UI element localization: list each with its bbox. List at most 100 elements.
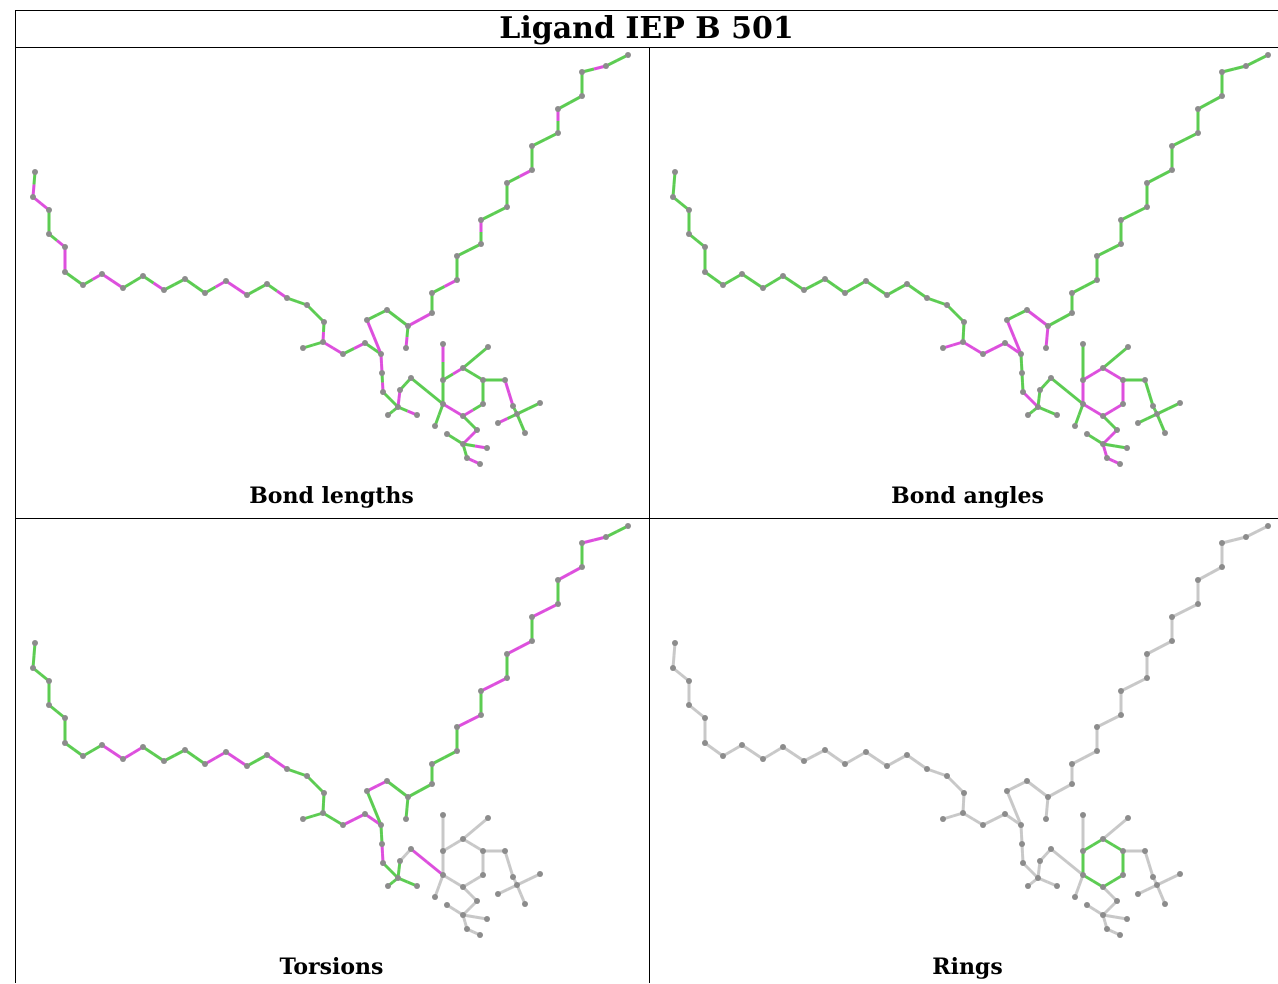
- bond: [427, 391, 443, 404]
- atom: [514, 411, 520, 417]
- atom: [579, 93, 585, 99]
- atom: [1142, 848, 1148, 854]
- atom: [1144, 180, 1150, 186]
- atom: [1265, 523, 1271, 529]
- atom: [1144, 675, 1150, 681]
- atom: [340, 351, 346, 357]
- atom: [1084, 902, 1090, 908]
- atom: [1177, 400, 1183, 406]
- atom: [1104, 455, 1110, 461]
- molecule-torsions: [15, 519, 648, 959]
- atom: [884, 292, 890, 298]
- atom: [739, 742, 745, 748]
- atom: [686, 207, 692, 213]
- atom: [460, 884, 466, 890]
- atom: [960, 339, 966, 345]
- atom: [1020, 860, 1026, 866]
- atom: [904, 281, 910, 287]
- atom: [760, 756, 766, 762]
- atom: [429, 761, 435, 767]
- atom: [1069, 761, 1075, 767]
- atom: [30, 665, 36, 671]
- atom: [460, 441, 466, 447]
- atom: [300, 345, 306, 351]
- column-divider: [649, 47, 650, 983]
- atom: [1135, 420, 1141, 426]
- atom: [822, 747, 828, 753]
- atom: [1100, 884, 1106, 890]
- atom: [1019, 841, 1025, 847]
- atom: [504, 651, 510, 657]
- atom: [780, 273, 786, 279]
- atom: [1120, 872, 1126, 878]
- atom: [1219, 93, 1225, 99]
- atom: [1048, 375, 1054, 381]
- atom: [1265, 52, 1271, 58]
- panel-bond-angles: Bond angles: [651, 48, 1278, 513]
- atom: [1169, 614, 1175, 620]
- atom: [1124, 445, 1130, 451]
- atom: [1219, 564, 1225, 570]
- atom: [1169, 638, 1175, 644]
- atom: [405, 323, 411, 329]
- atom: [670, 665, 676, 671]
- atom: [1118, 688, 1124, 694]
- atom: [440, 341, 446, 347]
- atom: [514, 882, 520, 888]
- molecule-rings: [651, 519, 1278, 959]
- atom: [223, 278, 229, 284]
- atom: [1094, 253, 1100, 259]
- atom: [1150, 403, 1156, 409]
- atom: [529, 638, 535, 644]
- atom: [474, 898, 480, 904]
- atom: [484, 916, 490, 922]
- atom: [480, 848, 486, 854]
- atom: [1004, 788, 1010, 794]
- atom: [460, 365, 466, 371]
- atom: [702, 715, 708, 721]
- atom: [1080, 401, 1086, 407]
- atom: [444, 431, 450, 437]
- atom: [429, 310, 435, 316]
- atom: [537, 871, 543, 877]
- atom: [429, 290, 435, 296]
- atom: [944, 302, 950, 308]
- atom: [414, 883, 420, 889]
- atom: [1195, 106, 1201, 112]
- atom: [364, 317, 370, 323]
- atom: [1114, 427, 1120, 433]
- caption-bond-lengths: Bond lengths: [15, 481, 648, 511]
- atom: [1094, 724, 1100, 730]
- atom: [62, 715, 68, 721]
- atom: [1125, 815, 1131, 821]
- atom: [1219, 69, 1225, 75]
- atom: [1069, 290, 1075, 296]
- atom: [182, 747, 188, 753]
- atom: [672, 640, 678, 646]
- atom: [1118, 241, 1124, 247]
- atom: [120, 756, 126, 762]
- atom: [686, 231, 692, 237]
- atom: [403, 345, 409, 351]
- atom: [1142, 377, 1148, 383]
- atom: [884, 763, 890, 769]
- atom: [379, 841, 385, 847]
- atom: [46, 231, 52, 237]
- atom: [495, 891, 501, 897]
- atom: [454, 253, 460, 259]
- atom: [801, 287, 807, 293]
- atom: [385, 412, 391, 418]
- atom: [1117, 932, 1123, 938]
- atom: [1054, 412, 1060, 418]
- atom: [378, 351, 384, 357]
- atom: [1020, 389, 1026, 395]
- atom: [924, 766, 930, 772]
- atom: [1169, 167, 1175, 173]
- atom: [1094, 277, 1100, 283]
- atom: [379, 370, 385, 376]
- atom: [1118, 217, 1124, 223]
- atom: [1162, 901, 1168, 907]
- atom: [485, 815, 491, 821]
- atom: [454, 277, 460, 283]
- atom: [1117, 461, 1123, 467]
